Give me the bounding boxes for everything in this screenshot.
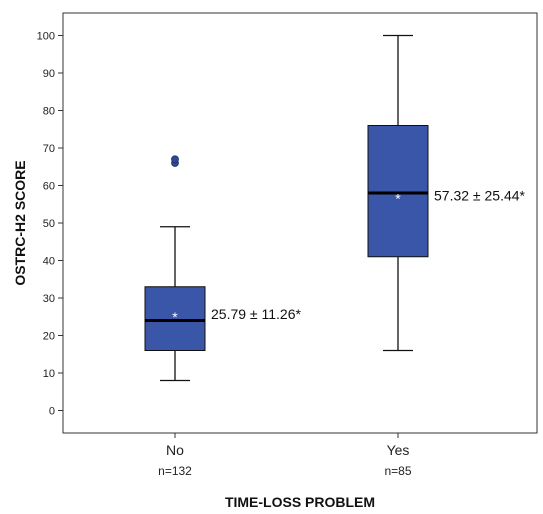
x-category-label: No [166, 442, 184, 458]
y-axis: 0 10 20 30 40 50 60 70 80 90 100 [37, 31, 63, 418]
y-tick-label: 60 [43, 181, 55, 193]
box-group-no: * 25.79 ± 11.26* No n=132 [144, 155, 301, 478]
y-axis-title: OSTRC-H2 SCORE [12, 160, 28, 285]
mean-marker: * [172, 309, 178, 325]
y-tick-label: 20 [43, 331, 55, 343]
y-tick-label: 10 [43, 368, 55, 380]
y-tick-label: 100 [37, 31, 55, 43]
y-tick-label: 0 [49, 406, 55, 418]
mean-marker: * [395, 191, 401, 207]
y-tick-label: 40 [43, 256, 55, 268]
y-tick-label: 30 [43, 293, 55, 305]
y-tick-label: 70 [43, 143, 55, 155]
box-groups: * 25.79 ± 11.26* No n=132 * 57.32 ± 25.44* Yes… [144, 34, 526, 478]
y-tick-label: 90 [43, 68, 55, 80]
y-tick-label: 80 [43, 106, 55, 118]
iqr-box [367, 125, 429, 258]
y-tick-label: 50 [43, 218, 55, 230]
outlier-point [171, 155, 179, 164]
x-category-label: Yes [387, 442, 410, 458]
mean-sd-annotation: 57.32 ± 25.44* [434, 188, 526, 204]
x-axis-title: TIME-LOSS PROBLEM [225, 494, 375, 510]
plot-frame [62, 12, 538, 434]
iqr-box [144, 286, 206, 351]
mean-sd-annotation: 25.79 ± 11.26* [211, 306, 301, 322]
sample-size-label: n=132 [158, 464, 192, 478]
sample-size-label: n=85 [384, 464, 411, 478]
box-group-yes: * 57.32 ± 25.44* Yes n=85 [367, 34, 526, 478]
